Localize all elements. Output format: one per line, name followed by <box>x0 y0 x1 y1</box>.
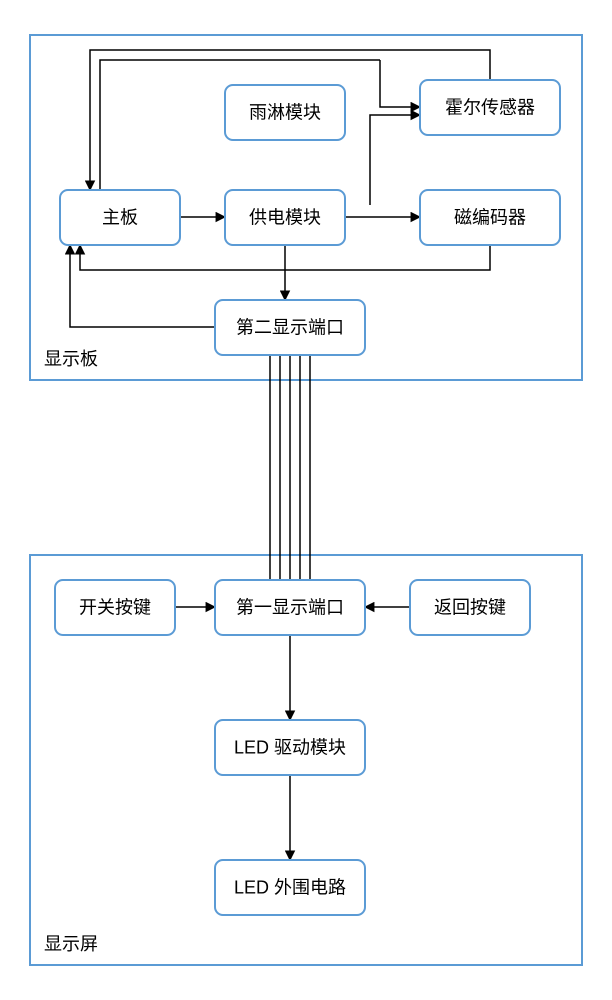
node-label-switch: 开关按键 <box>79 597 151 617</box>
node-label-leddrv: LED 驱动模块 <box>234 737 346 757</box>
node-label-ledper: LED 外围电路 <box>234 877 346 897</box>
container-label-bottom: 显示屏 <box>44 934 98 954</box>
node-label-port1: 第一显示端口 <box>236 597 344 617</box>
node-label-power: 供电模块 <box>249 207 321 227</box>
container-label-top: 显示板 <box>44 349 98 369</box>
node-label-back: 返回按键 <box>434 597 506 617</box>
node-label-port2: 第二显示端口 <box>236 317 344 337</box>
node-label-rain: 雨淋模块 <box>249 102 321 122</box>
node-label-main: 主板 <box>102 207 138 227</box>
node-label-hall: 霍尔传感器 <box>445 97 535 117</box>
node-label-encoder: 磁编码器 <box>454 207 526 227</box>
